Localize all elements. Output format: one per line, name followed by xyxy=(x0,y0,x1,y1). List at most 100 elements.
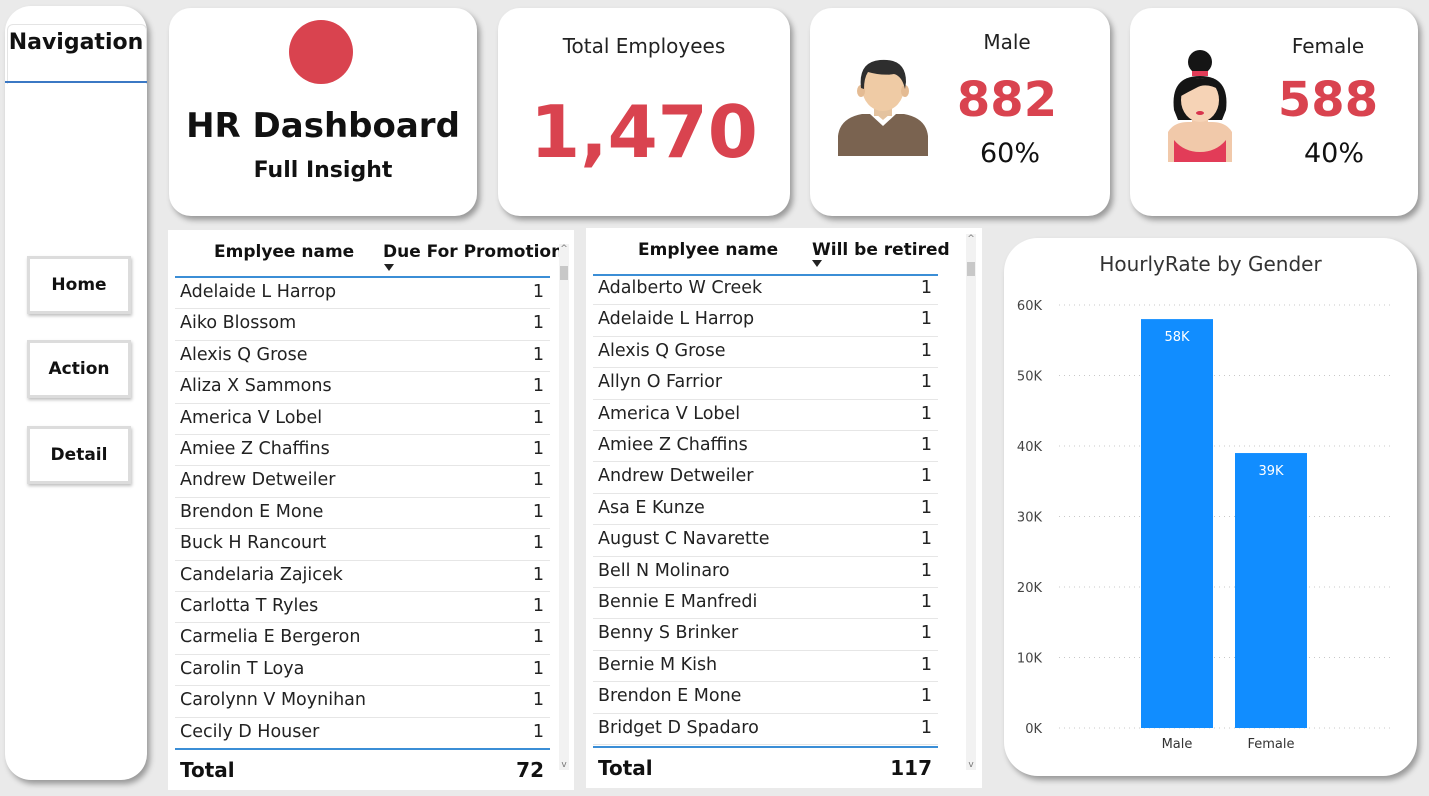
y-tick-label: 60K xyxy=(1017,299,1043,314)
employee-name-cell: Adelaide L Harrop xyxy=(598,309,755,330)
table-row[interactable]: America V Lobel 1 xyxy=(593,400,938,431)
x-tick-label: Male xyxy=(1162,737,1193,752)
count-cell: 1 xyxy=(532,501,544,522)
bar-male[interactable] xyxy=(1141,319,1213,728)
count-cell: 1 xyxy=(920,529,932,550)
bar-female[interactable] xyxy=(1235,453,1307,728)
title-card: HR Dashboard Full Insight xyxy=(169,8,477,216)
table-row[interactable]: Amiee Z Chaffins 1 xyxy=(175,435,550,467)
count-cell: 1 xyxy=(920,466,932,487)
table-row[interactable]: Allyn O Farrior 1 xyxy=(593,368,938,400)
table-row[interactable]: Bernie M Kish 1 xyxy=(593,651,938,683)
count-cell: 1 xyxy=(532,344,544,365)
retirement-col-name-header[interactable]: Emplyee name xyxy=(638,240,779,260)
employee-name-cell: Carmelia E Bergeron xyxy=(180,627,361,648)
table-row[interactable]: Amiee Z Chaffins 1 xyxy=(593,431,938,463)
action-button[interactable]: Action xyxy=(27,340,131,398)
table-row[interactable]: Aliza X Sammons 1 xyxy=(175,372,550,404)
promotion-col-value-header[interactable]: Due For Promotion xyxy=(383,242,564,262)
count-cell: 1 xyxy=(920,340,932,361)
promotion-table-scrollbar[interactable]: ^ v xyxy=(559,244,569,770)
count-cell: 1 xyxy=(532,470,544,491)
employee-name-cell: Adelaide L Harrop xyxy=(180,282,337,302)
promotion-col-name-header[interactable]: Emplyee name xyxy=(214,242,355,262)
female-card: Female 588 40% xyxy=(1130,8,1418,216)
scroll-down-icon[interactable]: v xyxy=(561,760,567,770)
table-row[interactable]: Bennie E Manfredi 1 xyxy=(593,588,938,620)
home-button[interactable]: Home xyxy=(27,256,131,314)
table-row[interactable]: Adelaide L Harrop 1 xyxy=(593,305,938,337)
total-employees-card: Total Employees 1,470 xyxy=(498,8,790,216)
count-cell: 1 xyxy=(920,403,932,424)
employee-name-cell: Bernie M Kish xyxy=(598,654,718,675)
table-row[interactable]: Bell N Molinaro 1 xyxy=(593,557,938,588)
count-cell: 1 xyxy=(532,627,544,648)
employee-name-cell: Aiko Blossom xyxy=(180,313,297,334)
retirement-table-header: Emplyee name Will be retired xyxy=(593,228,950,276)
retirement-col-value-header[interactable]: Will be retired xyxy=(812,240,950,260)
table-row[interactable]: Adalberto W Creek 1 xyxy=(593,274,938,306)
detail-button[interactable]: Detail xyxy=(27,426,131,484)
count-cell: 1 xyxy=(920,592,932,612)
employee-name-cell: Alexis Q Grose xyxy=(598,340,726,361)
retirement-table: Emplyee name Will be retired Adalberto W… xyxy=(586,228,982,788)
employee-name-cell: August C Navarette xyxy=(598,529,770,550)
employee-name-cell: Asa E Kunze xyxy=(598,497,705,518)
table-row[interactable]: Carolin T Loya 1 xyxy=(175,655,550,687)
table-row[interactable]: Adelaide L Harrop 1 xyxy=(175,278,550,310)
promotion-table-total-row: Total 72 xyxy=(175,748,550,788)
count-cell: 1 xyxy=(532,282,544,302)
table-row[interactable]: Bridget D Spadaro 1 xyxy=(593,714,938,745)
table-row[interactable]: Aiko Blossom 1 xyxy=(175,309,550,341)
scroll-thumb[interactable] xyxy=(560,266,568,280)
table-row[interactable]: Benny S Brinker 1 xyxy=(593,619,938,651)
table-row[interactable]: Brendon E Mone 1 xyxy=(175,498,550,530)
sort-descending-icon[interactable] xyxy=(384,264,394,271)
sort-descending-icon[interactable] xyxy=(812,260,822,267)
count-cell: 1 xyxy=(920,278,932,298)
y-tick-label: 10K xyxy=(1017,652,1043,667)
scroll-up-icon[interactable]: ^ xyxy=(967,234,975,244)
table-row[interactable]: Carlotta T Ryles 1 xyxy=(175,592,550,624)
employee-name-cell: Allyn O Farrior xyxy=(598,372,723,393)
data-label: 58K xyxy=(1164,330,1190,345)
table-row[interactable]: America V Lobel 1 xyxy=(175,404,550,435)
table-row[interactable]: Buck H Rancourt 1 xyxy=(175,529,550,561)
scroll-down-icon[interactable]: v xyxy=(968,760,974,770)
employee-name-cell: Amiee Z Chaffins xyxy=(180,439,330,459)
navigation-underline xyxy=(5,81,147,83)
table-row[interactable]: Cecily D Houser 1 xyxy=(175,718,550,749)
table-row[interactable]: Carmelia E Bergeron 1 xyxy=(175,623,550,655)
count-cell: 1 xyxy=(920,623,932,644)
scroll-up-icon[interactable]: ^ xyxy=(560,244,568,254)
table-row[interactable]: Andrew Detweiler 1 xyxy=(175,466,550,498)
total-employees-label: Total Employees xyxy=(562,34,726,58)
table-row[interactable]: Candelaria Zajicek 1 xyxy=(175,561,550,592)
employee-name-cell: Brendon E Mone xyxy=(598,686,742,707)
dashboard-subtitle: Full Insight xyxy=(253,158,393,183)
count-cell: 1 xyxy=(532,313,544,334)
table-row[interactable]: Alexis Q Grose 1 xyxy=(175,341,550,373)
scroll-thumb[interactable] xyxy=(967,262,975,276)
female-count: 588 xyxy=(1277,72,1379,128)
employee-name-cell: Adalberto W Creek xyxy=(598,278,763,298)
navigation-title: Navigation xyxy=(8,30,144,55)
employee-name-cell: Candelaria Zajicek xyxy=(180,564,343,585)
table-row[interactable]: Alexis Q Grose 1 xyxy=(593,337,938,369)
table-row[interactable]: Carolynn V Moynihan 1 xyxy=(175,686,550,718)
retirement-table-scrollbar[interactable]: ^ v xyxy=(966,234,976,770)
employee-name-cell: Bell N Molinaro xyxy=(598,560,730,581)
female-label: Female xyxy=(1291,34,1365,58)
total-employees-value: 1,470 xyxy=(530,90,758,174)
table-row[interactable]: Andrew Detweiler 1 xyxy=(593,462,938,494)
count-cell: 1 xyxy=(920,560,932,581)
employee-name-cell: Buck H Rancourt xyxy=(180,533,327,554)
employee-name-cell: Bennie E Manfredi xyxy=(598,592,758,612)
table-row[interactable]: Brendon E Mone 1 xyxy=(593,682,938,714)
male-count: 882 xyxy=(956,72,1058,128)
count-cell: 1 xyxy=(532,658,544,679)
count-cell: 1 xyxy=(920,309,932,330)
x-tick-label: Female xyxy=(1247,737,1294,752)
table-row[interactable]: Asa E Kunze 1 xyxy=(593,494,938,526)
table-row[interactable]: August C Navarette 1 xyxy=(593,525,938,557)
